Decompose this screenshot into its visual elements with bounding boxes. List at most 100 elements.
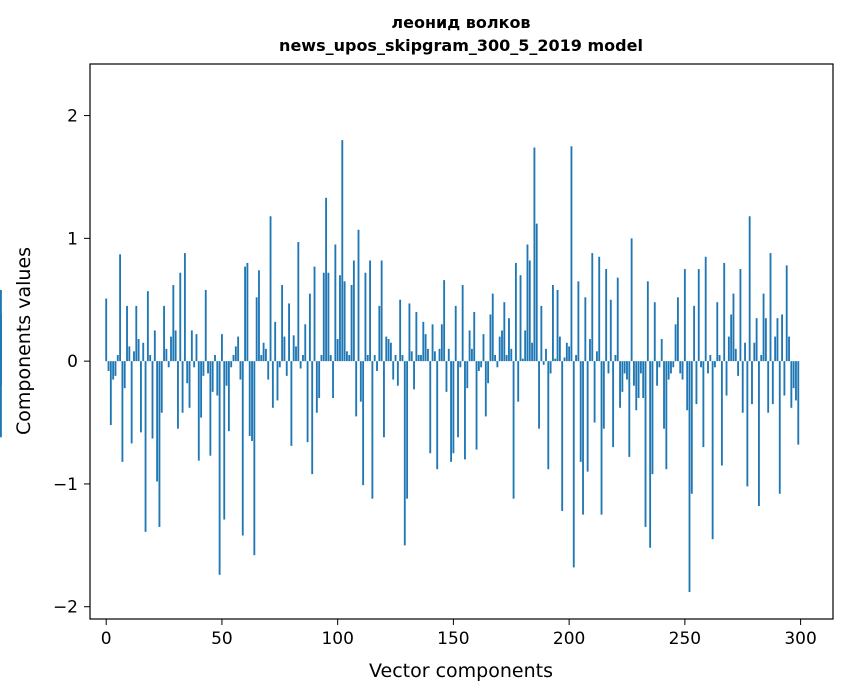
bar <box>408 303 411 362</box>
bar <box>352 260 355 362</box>
bar <box>399 299 402 362</box>
x-tick-label: 100 <box>321 629 353 649</box>
bar <box>700 361 702 368</box>
bar <box>260 355 263 362</box>
bar <box>709 355 712 362</box>
bar <box>422 321 425 362</box>
bar <box>146 291 149 362</box>
bar <box>427 348 429 362</box>
bar <box>693 305 696 362</box>
bar <box>570 146 573 362</box>
bar <box>186 361 189 384</box>
bar <box>760 355 763 362</box>
bar <box>332 361 334 398</box>
bar <box>642 361 645 398</box>
bar <box>109 361 112 425</box>
bar <box>741 361 744 413</box>
bar <box>355 361 358 417</box>
bar <box>396 361 399 386</box>
bar <box>517 361 520 402</box>
bar <box>748 216 751 362</box>
bar <box>771 361 774 405</box>
bar <box>378 305 381 362</box>
bar <box>795 361 797 401</box>
y-tick-label: 1 <box>67 229 78 249</box>
bar <box>656 361 659 386</box>
bar <box>783 361 786 396</box>
bar <box>357 229 360 362</box>
bar <box>0 361 2 438</box>
bar <box>711 361 714 540</box>
bar <box>591 253 594 362</box>
y-tick-label: 2 <box>67 107 78 127</box>
x-tick-label: 250 <box>669 629 701 649</box>
bar <box>156 361 159 482</box>
bar <box>262 342 265 362</box>
bar <box>577 281 580 362</box>
bar <box>704 256 707 362</box>
bar <box>593 361 596 423</box>
bar <box>239 361 242 380</box>
bar <box>223 361 226 520</box>
bar <box>336 339 339 362</box>
x-tick-label: 150 <box>437 629 469 649</box>
bar <box>278 361 281 368</box>
bar <box>568 346 571 362</box>
bar <box>112 361 115 380</box>
bar <box>345 351 348 362</box>
bar <box>579 361 582 462</box>
bar <box>494 355 496 362</box>
bar <box>695 361 698 405</box>
bar <box>575 355 578 362</box>
bar <box>457 361 459 438</box>
bar <box>732 293 735 362</box>
bar <box>160 361 163 413</box>
bar <box>639 361 642 374</box>
bar <box>424 334 427 362</box>
bar <box>246 262 249 362</box>
bar <box>299 361 302 369</box>
bar <box>195 334 198 362</box>
bar <box>498 336 501 362</box>
bar <box>183 253 186 362</box>
bar <box>778 361 781 494</box>
bar <box>350 285 353 362</box>
bar <box>484 361 487 417</box>
bar <box>139 361 142 433</box>
bar <box>616 277 619 362</box>
bar <box>302 355 304 362</box>
bar <box>431 324 434 362</box>
bar <box>135 305 138 362</box>
bar <box>274 321 277 362</box>
bar <box>209 361 212 456</box>
bar <box>714 361 716 368</box>
bar <box>609 299 612 362</box>
bar <box>774 336 777 362</box>
bar <box>234 346 237 362</box>
bar <box>376 361 378 371</box>
bar <box>670 361 672 374</box>
bar <box>482 334 485 362</box>
bar <box>383 361 385 438</box>
bar <box>413 361 415 390</box>
bar <box>167 361 170 368</box>
bar <box>359 361 362 402</box>
bar <box>663 361 665 429</box>
bar <box>635 361 638 411</box>
bar <box>394 355 397 362</box>
bar <box>720 361 723 466</box>
bar <box>788 336 790 362</box>
bar <box>658 361 661 368</box>
bar <box>468 330 471 362</box>
bar <box>718 355 721 362</box>
bar <box>612 361 615 448</box>
bar <box>487 361 490 384</box>
x-axis-ticks: 0 50 100 150 200 250 300 <box>101 619 817 649</box>
bar <box>116 355 119 362</box>
bar <box>306 361 309 443</box>
bar <box>605 269 608 362</box>
bar <box>193 361 196 368</box>
bar <box>415 312 418 362</box>
bar <box>473 312 476 362</box>
bar <box>769 253 772 362</box>
